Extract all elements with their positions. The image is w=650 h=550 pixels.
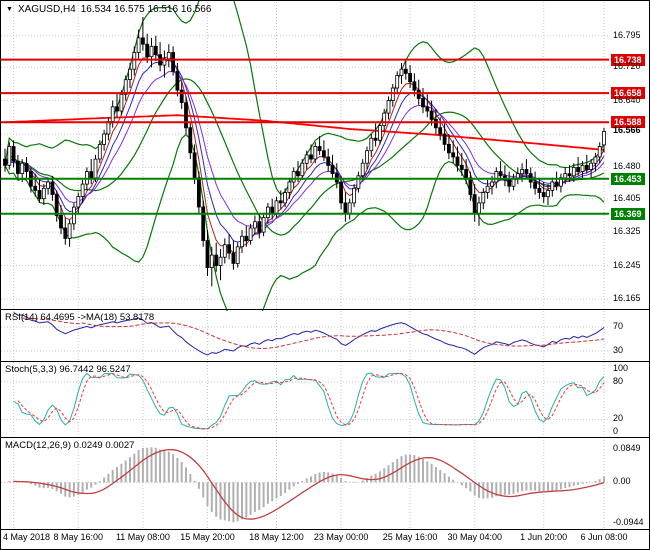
stoch-axis-label: 80	[613, 375, 624, 386]
time-axis-label: 30 May 04:00	[447, 532, 502, 542]
rsi-pane	[13, 311, 605, 356]
macd-axis-label: 0.0849	[613, 443, 641, 453]
price-axis-label: 16.165	[613, 292, 641, 303]
support-price-badge: 16.369	[611, 207, 645, 220]
grid-layer	[1, 2, 609, 529]
time-axis-label: 15 May 20:00	[180, 532, 235, 542]
ohlc-readout: 16.534 16.575 16.516 16.566	[80, 4, 212, 15]
time-axis-label: 1 Jun 20:00	[520, 532, 568, 542]
time-axis-label: 18 May 12:00	[249, 532, 304, 542]
rsi-line	[13, 311, 605, 356]
support-price-badge: 16.453	[611, 172, 645, 185]
price-axis-label: 16.720	[613, 61, 641, 72]
price-axis-label: 16.405	[613, 192, 641, 203]
symbol-timeframe-label: XAGUSD,H4	[17, 4, 76, 15]
bollinger-middle-line	[4, 78, 605, 236]
rsi-ma-line	[22, 317, 605, 349]
time-axis-label: 8 May 16:00	[53, 532, 104, 542]
time-axis-label: 6 Jun 08:00	[580, 532, 628, 542]
ma-fan-line	[4, 53, 605, 254]
chart-header: ▼ XAGUSD,H4 16.534 16.575 16.516 16.566	[6, 4, 211, 15]
candles-layer	[3, 17, 606, 287]
stoch-d-line	[17, 373, 605, 430]
stoch-axis-label: 0	[613, 425, 619, 436]
time-axis-label: 25 May 16:00	[382, 532, 438, 542]
stoch-pane-label: Stoch(5,3,3) 96.7442 96.5247	[5, 364, 131, 375]
time-axis-label: 23 May 00:00	[313, 532, 369, 542]
price-axis-label: 16.245	[613, 259, 641, 270]
rsi-axis-label: 70	[613, 321, 624, 331]
price-axis-label: 16.795	[613, 29, 641, 40]
macd-axis-label: 0.00	[613, 476, 631, 487]
time-axis-label: 11 May 08:00	[115, 532, 170, 542]
bollinger-lower-line	[4, 133, 605, 311]
price-axis-label: 16.480	[613, 161, 641, 172]
rsi-pane-label: RSI(14) 64.4695 ->MA(18) 53.8178	[5, 312, 155, 323]
current-price-label: 16.566	[613, 125, 641, 136]
macd-pane	[8, 447, 605, 523]
resistance-price-badge: 16.738	[611, 53, 645, 66]
price-levels-layer[interactable]	[1, 58, 609, 215]
symbol-dropdown-icon[interactable]: ▼	[6, 6, 13, 13]
resistance-price-badge: 16.588	[611, 116, 645, 129]
price-axis-label: 16.640	[613, 94, 641, 105]
ma-fan-line	[4, 70, 605, 227]
main-pane	[3, 1, 606, 311]
time-axis-label: 4 May 2018	[3, 532, 51, 542]
resistance-price-badge: 16.658	[611, 87, 645, 100]
macd-signal-line	[13, 448, 605, 520]
macd-pane-label: MACD(12,26,9) 0.0249 0.0027	[5, 440, 135, 451]
stoch-axis-label: 100	[613, 363, 629, 374]
stoch-pane	[13, 372, 605, 430]
macd-axis-label: -0.0944	[613, 517, 644, 527]
trend-ma-line	[4, 114, 605, 151]
rsi-axis-label: 30	[613, 345, 624, 355]
price-axis-label: 16.325	[613, 226, 641, 237]
stoch-axis-label: 20	[613, 413, 624, 424]
